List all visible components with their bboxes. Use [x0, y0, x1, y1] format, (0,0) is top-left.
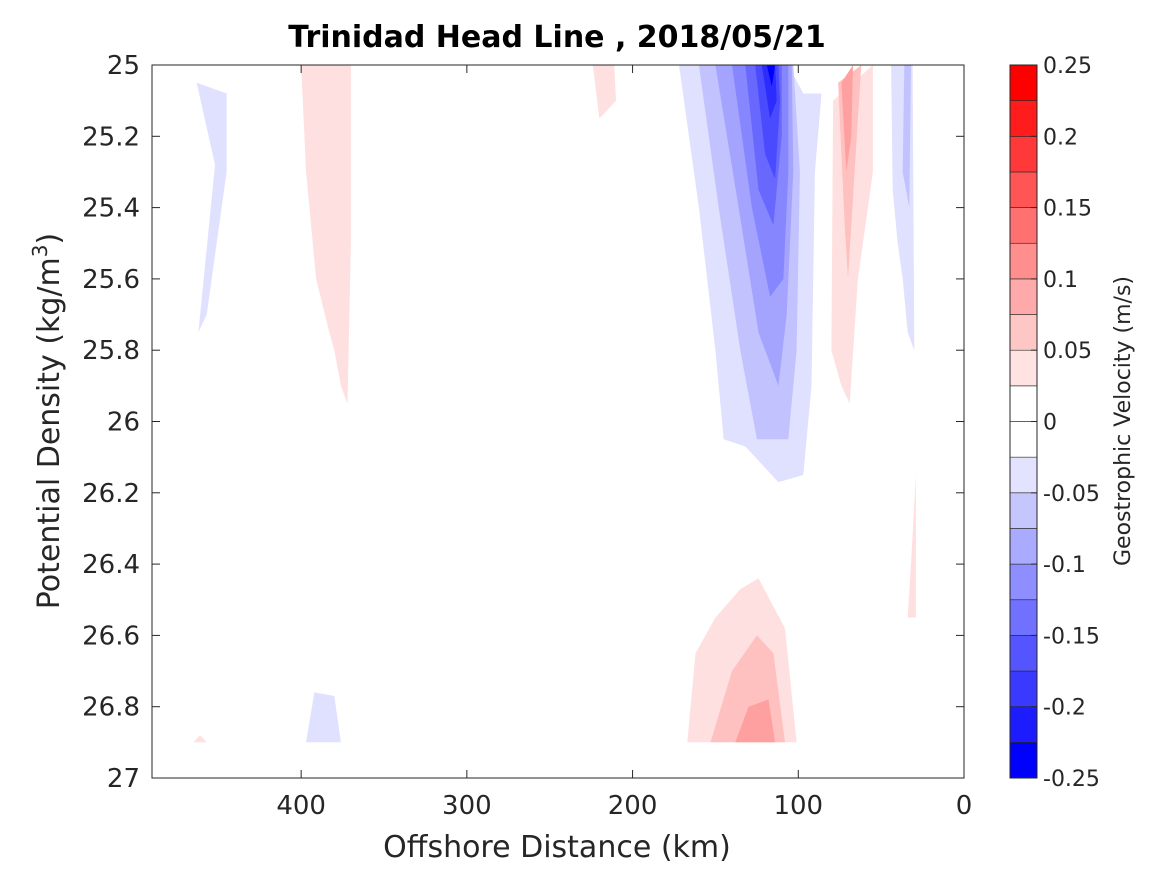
colorbar-band	[1009, 492, 1038, 529]
y-tick-label: 26.4	[82, 550, 140, 580]
contour-region-small-pos	[592, 65, 616, 119]
contour-region-nearshore-pos-deep	[907, 475, 916, 618]
x-tick-label: 300	[442, 791, 492, 821]
plot-background	[152, 65, 964, 778]
colorbar-band	[1009, 207, 1038, 244]
y-tick-label: 25.6	[82, 265, 140, 295]
colorbar-band	[1009, 136, 1038, 173]
colorbar-band	[1009, 742, 1038, 779]
colorbar-band	[1009, 100, 1038, 137]
colorbar-tick-label: -0.05	[1043, 482, 1100, 507]
y-axis: 25 25.2 25.4 25.6 25.8 26 26.2 26.4 26.6 26.8 27	[82, 51, 964, 794]
y-tick-label: 25.4	[82, 194, 140, 224]
x-tick-label: 0	[956, 791, 973, 821]
colorbar-tick-label: -0.25	[1043, 767, 1100, 792]
colorbar-band	[1009, 349, 1038, 387]
colorbar-ticks: 0.25 0.2 0.15 0.1 0.05 0 -0.05 -0.1 -0.15 -0.2 -0.…	[1031, 54, 1100, 792]
colorbar-label: Geostrophic Velocity (m/s)	[1111, 276, 1136, 566]
colorbar-band	[1009, 599, 1038, 636]
y-tick-label: 27	[107, 764, 140, 794]
chart-title: Trinidad Head Line , 2018/05/21	[288, 20, 825, 55]
contour-region-nearshore-pos	[841, 65, 853, 172]
colorbar: 0.25 0.2 0.15 0.1 0.05 0 -0.05 -0.1 -0.15 -0.2 -0.…	[1009, 54, 1100, 792]
colorbar-tick-label: 0.25	[1043, 54, 1092, 79]
y-tick-label: 25.8	[82, 336, 140, 366]
y-axis-label-main: Potential Density (kg/m	[32, 257, 67, 609]
x-tick-label: 100	[773, 791, 823, 821]
y-axis-label: Potential Density (kg/m3)	[28, 233, 67, 609]
y-tick-label: 26.8	[82, 693, 140, 723]
colorbar-band	[1009, 242, 1038, 280]
colorbar-tick-label: 0.05	[1043, 339, 1092, 364]
y-tick-label: 25.2	[82, 122, 140, 152]
y-axis-label-close: )	[32, 233, 67, 245]
x-axis: 400 300 200 100 0	[276, 65, 972, 821]
colorbar-band	[1009, 171, 1038, 208]
colorbar-band	[1009, 670, 1038, 707]
y-tick-label: 26	[107, 408, 140, 438]
y-axis-label-superscript: 3	[28, 244, 52, 257]
y-tick-label: 25	[107, 51, 140, 81]
colorbar-tick-label: 0.15	[1043, 197, 1092, 222]
contour-region-nearshore-neg-2	[902, 65, 911, 208]
colorbar-tick-label: 0.2	[1043, 125, 1078, 150]
colorbar-band	[1009, 456, 1038, 494]
contour-layer	[193, 65, 916, 743]
colorbar-band	[1009, 635, 1038, 672]
x-tick-label: 200	[608, 791, 658, 821]
colorbar-band	[1009, 314, 1038, 351]
colorbar-tick-label: 0.1	[1043, 268, 1078, 293]
contour-region-offshore-pos	[301, 65, 351, 404]
colorbar-band	[1009, 421, 1038, 458]
contour-region-jet-core	[766, 65, 776, 87]
colorbar-band	[1009, 64, 1038, 101]
colorbar-tick-label: 0	[1043, 411, 1057, 436]
contour-region-deep-pos	[735, 699, 776, 743]
colorbar-tick-label: -0.2	[1043, 696, 1086, 721]
contour-region-offshore-neg	[196, 82, 227, 333]
colorbar-bands	[1009, 64, 1038, 779]
colorbar-band	[1009, 706, 1038, 743]
x-axis-label: Offshore Distance (km)	[383, 830, 731, 865]
y-tick-label: 26.2	[82, 479, 140, 509]
x-tick-label: 400	[276, 791, 326, 821]
colorbar-band	[1009, 385, 1038, 422]
colorbar-tick-label: -0.15	[1043, 624, 1100, 649]
colorbar-tick-label: -0.1	[1043, 553, 1086, 578]
colorbar-band	[1009, 278, 1038, 315]
contour-region-offshore-neg-deep	[306, 692, 341, 743]
plot-area	[151, 64, 965, 779]
y-tick-label: 26.6	[82, 621, 140, 651]
colorbar-band	[1009, 563, 1038, 601]
colorbar-band	[1009, 528, 1038, 565]
contour-region-tiny-pos	[193, 735, 207, 743]
